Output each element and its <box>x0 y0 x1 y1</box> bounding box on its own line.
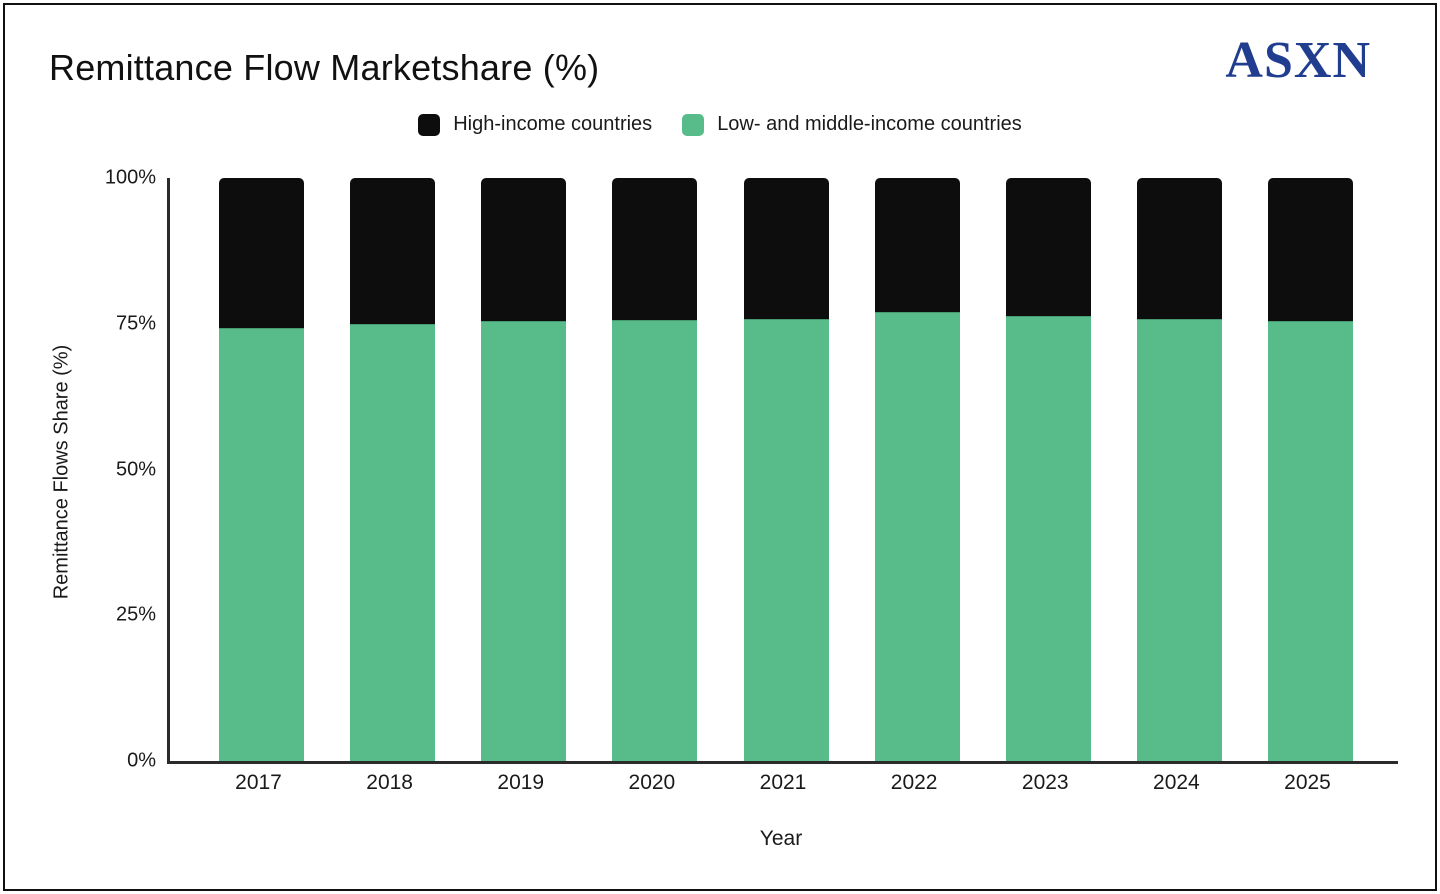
bar-segment-high-income-2020 <box>612 178 698 320</box>
bar-slot-2022 <box>852 178 983 761</box>
stacked-bar-2017 <box>219 178 304 761</box>
bar-segment-low-middle-income-2020 <box>612 319 698 761</box>
x-tick-label-2020: 2020 <box>628 771 676 794</box>
stacked-bar-2024 <box>1136 178 1222 761</box>
stacked-bar-2022 <box>874 178 960 761</box>
bar-segment-high-income-2018 <box>350 178 436 324</box>
stacked-bar-2025 <box>1268 178 1353 761</box>
bar-segment-high-income-2022 <box>874 178 960 312</box>
chart-card: Remittance Flow Marketshare (%) ASXN Hig… <box>3 3 1437 891</box>
y-tick-label-0pct: 0% <box>127 749 156 772</box>
x-tick-label-2021: 2021 <box>759 771 807 794</box>
legend-label-low-middle-income: Low- and middle-income countries <box>717 113 1022 135</box>
bar-segment-low-middle-income-2023 <box>1005 315 1091 761</box>
stacked-bar-2018 <box>350 178 436 761</box>
bar-segment-low-middle-income-2022 <box>874 311 960 761</box>
bar-segment-high-income-2019 <box>481 178 567 321</box>
x-tick-label-2019: 2019 <box>497 771 545 794</box>
stacked-bar-2019 <box>481 178 567 761</box>
bar-segment-high-income-2021 <box>743 178 829 320</box>
bar-segment-low-middle-income-2024 <box>1136 319 1222 761</box>
x-tick-label-2024: 2024 <box>1153 771 1200 794</box>
legend-label-high-income: High-income countries <box>453 113 653 135</box>
x-tick-label-2017: 2017 <box>235 771 282 794</box>
bar-segment-low-middle-income-2017 <box>219 328 304 761</box>
stacked-bar-2023 <box>1005 178 1091 761</box>
asxn-logo: ASXN <box>1225 32 1371 89</box>
y-tick-label-100pct: 100% <box>104 166 156 189</box>
low-middle-income-swatch-icon <box>682 113 705 136</box>
legend: High-income countries Low- and middle-in… <box>5 113 1435 136</box>
bar-slot-2020 <box>589 178 720 761</box>
y-tick-label-50pct: 50% <box>115 458 156 480</box>
page-title: Remittance Flow Marketshare (%) <box>49 47 600 88</box>
bar-slot-2021 <box>721 178 852 761</box>
bar-segment-high-income-2017 <box>219 178 304 329</box>
x-tick-label-2018: 2018 <box>366 771 413 794</box>
legend-item-high-income: High-income countries <box>418 113 652 136</box>
stacked-bar-2021 <box>743 178 829 761</box>
plot-area: 0% 25% 50% 75% 100% <box>105 167 1398 772</box>
bar-slot-2025 <box>1245 178 1376 761</box>
legend-item-low-middle-income: Low- and middle-income countries <box>682 113 1022 136</box>
high-income-swatch-icon <box>418 113 441 136</box>
bar-slot-2023 <box>983 178 1114 761</box>
x-tick-label-2023: 2023 <box>1021 771 1069 794</box>
x-tick-label-2022: 2022 <box>890 771 938 794</box>
bar-segment-low-middle-income-2019 <box>481 320 567 761</box>
bar-segment-low-middle-income-2025 <box>1268 320 1353 761</box>
bar-segment-high-income-2024 <box>1136 178 1222 320</box>
x-axis-title: Year <box>759 827 803 850</box>
bar-slot-2017 <box>196 178 327 761</box>
y-axis-title: Remittance Flows Share (%) <box>50 344 73 600</box>
x-tick-label-2025: 2025 <box>1284 771 1331 794</box>
bar-segment-low-middle-income-2018 <box>350 323 436 761</box>
bar-segment-high-income-2025 <box>1268 178 1353 321</box>
bar-segment-low-middle-income-2021 <box>743 319 829 761</box>
bar-slot-2018 <box>327 178 458 761</box>
bar-slot-2024 <box>1114 178 1245 761</box>
y-tick-label-25pct: 25% <box>115 603 156 626</box>
x-tick-labels: 2017 2018 2019 2020 2021 2022 2023 2024 2025 <box>167 771 1395 795</box>
bars-container <box>170 178 1398 761</box>
stacked-bar-2020 <box>612 178 698 761</box>
bar-slot-2019 <box>458 178 589 761</box>
bar-segment-high-income-2023 <box>1005 178 1091 316</box>
y-tick-label-75pct: 75% <box>115 312 156 335</box>
